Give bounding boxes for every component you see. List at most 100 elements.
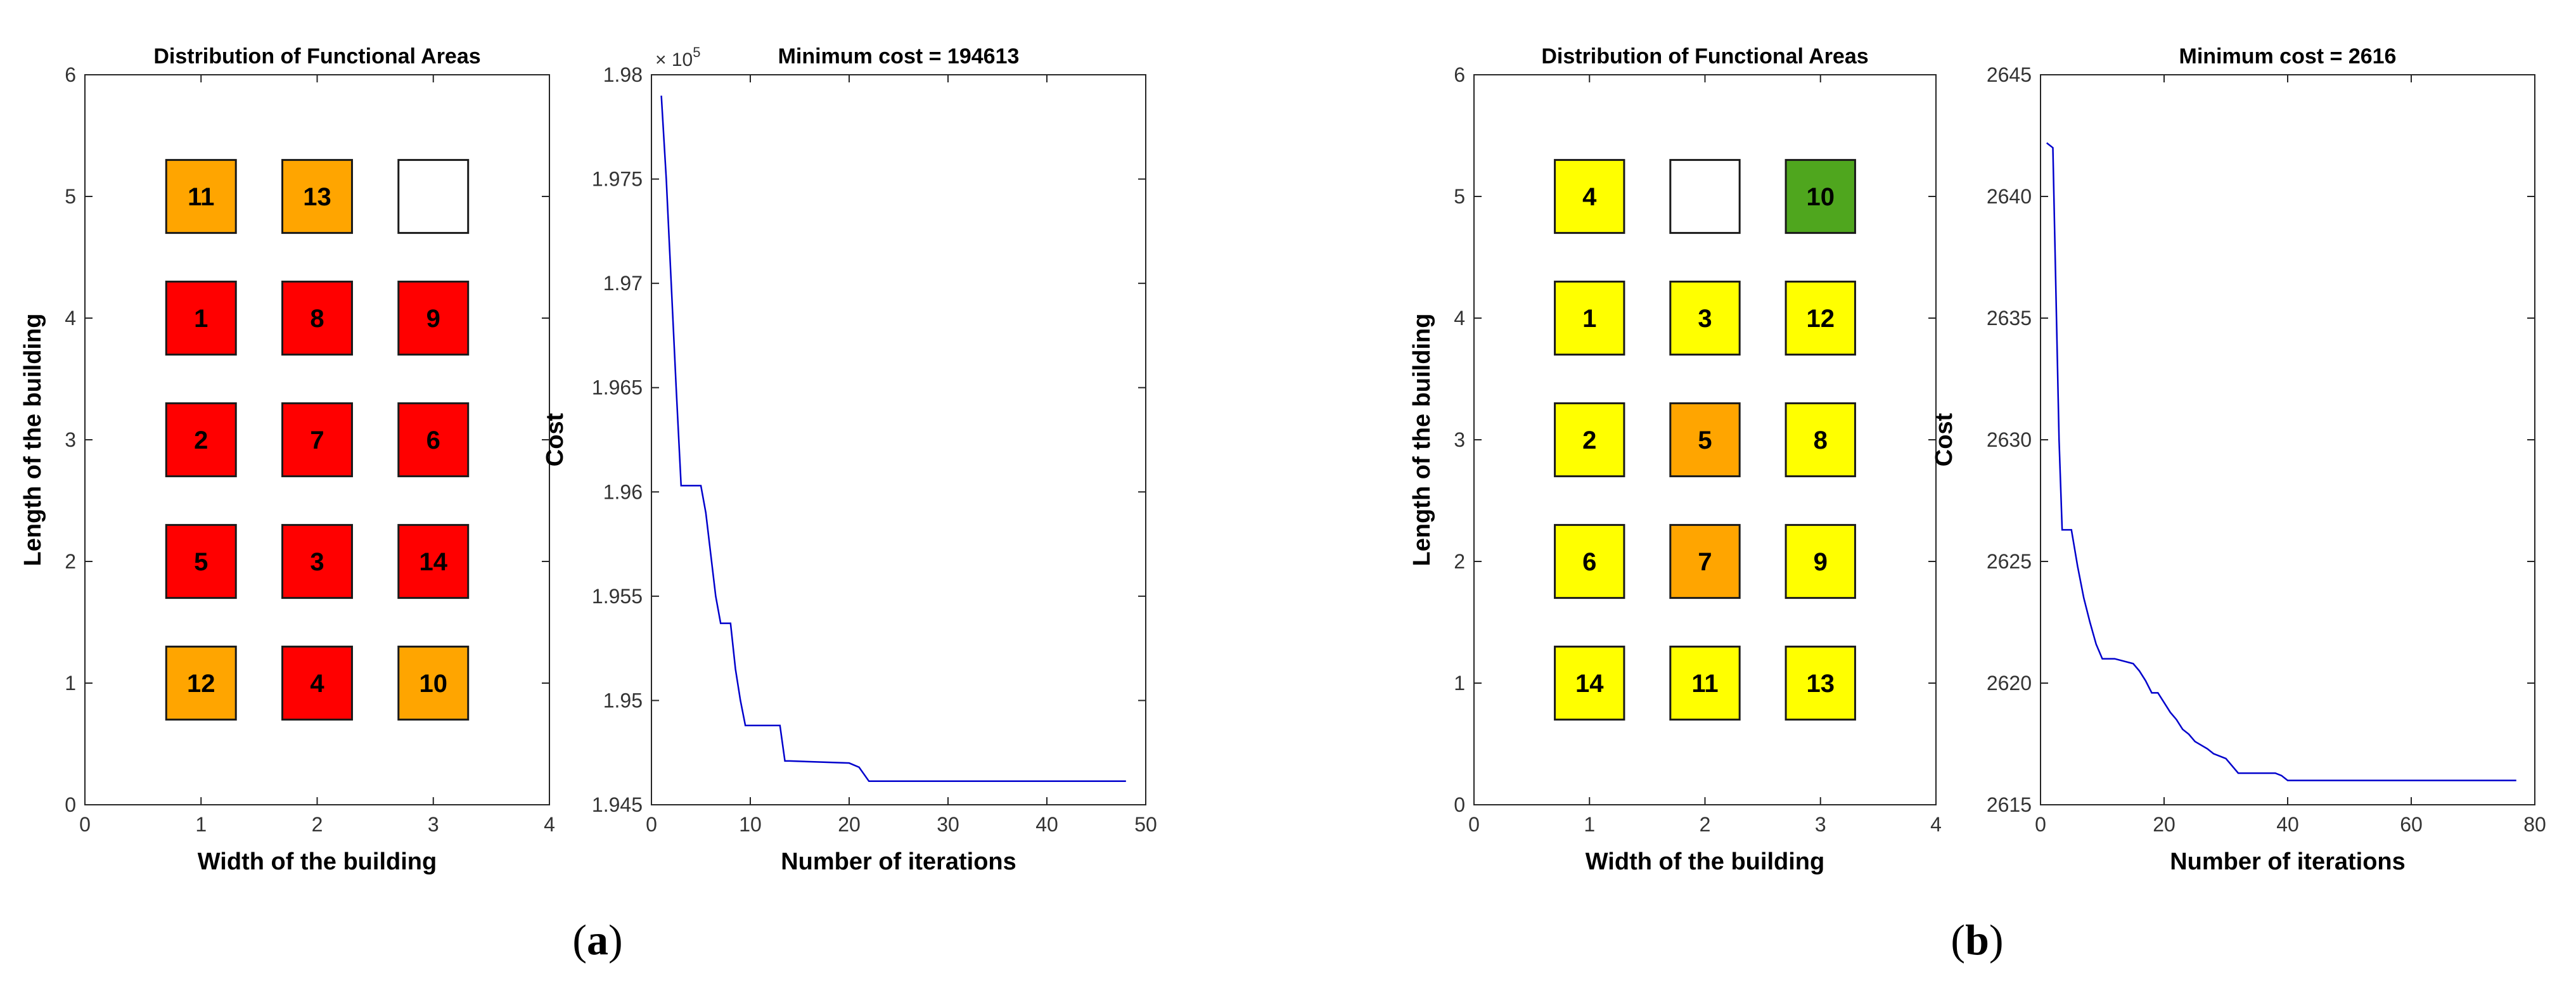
area-cell xyxy=(281,280,353,356)
panel-label-a: (a) xyxy=(572,916,622,964)
y-tick-label: 1.95 xyxy=(603,689,643,712)
area-cell-label: 12 xyxy=(187,670,215,698)
x-tick-label: 50 xyxy=(1134,813,1157,836)
x-tick-label: 1 xyxy=(195,813,207,836)
area-cell-label: 2 xyxy=(1582,426,1596,454)
panel-label-b: (b) xyxy=(1951,916,2003,964)
area-cell-label: 2 xyxy=(194,426,208,454)
x-tick-label: 20 xyxy=(838,813,861,836)
area-cell xyxy=(1785,523,1856,599)
area-cell-label: 13 xyxy=(1807,670,1835,698)
y-tick-label: 3 xyxy=(65,428,76,451)
area-cell-label: 7 xyxy=(1698,548,1712,576)
y-tick-label: 2620 xyxy=(1987,672,2032,695)
panel-label-a-part: ) xyxy=(608,916,623,964)
y-tick-label: 4 xyxy=(65,307,76,330)
area-cell xyxy=(165,280,237,356)
area-cell-label: 10 xyxy=(1807,183,1835,211)
chart-title: Minimum cost = 194613 xyxy=(778,44,1020,68)
area-cell xyxy=(1554,402,1625,478)
x-tick-label: 40 xyxy=(2276,813,2299,836)
y-tick-label: 1.98 xyxy=(603,63,643,86)
area-cell-label: 12 xyxy=(1807,305,1835,333)
y-tick-label: 1.965 xyxy=(592,376,643,399)
area-cell-label: 1 xyxy=(194,305,208,333)
y-tick-label: 1 xyxy=(65,672,76,695)
area-cell-label: 9 xyxy=(1814,548,1828,576)
y-tick-label: 3 xyxy=(1454,428,1465,451)
area-cell-label: 6 xyxy=(426,426,440,454)
x-tick-label: 20 xyxy=(2153,813,2176,836)
x-tick-label: 2 xyxy=(1700,813,1711,836)
area-cell xyxy=(1554,158,1625,234)
plot-area xyxy=(2040,74,2535,805)
y-tick-label: 0 xyxy=(65,793,76,816)
x-tick-label: 4 xyxy=(1930,813,1942,836)
area-cell-label: 8 xyxy=(1814,426,1828,454)
area-cell-label: 5 xyxy=(194,548,208,576)
area-cell-label: 11 xyxy=(188,183,214,211)
area-cell xyxy=(1669,280,1741,356)
y-tick-label: 2630 xyxy=(1987,428,2032,451)
chart-title: Minimum cost = 2616 xyxy=(2179,44,2397,68)
panel-label-a-part: a xyxy=(587,916,608,964)
y-tick-label: 2635 xyxy=(1987,307,2032,330)
x-tick-label: 60 xyxy=(2400,813,2423,836)
area-cell-label: 10 xyxy=(420,670,448,698)
y-tick-label: 2625 xyxy=(1987,550,2032,573)
area-cell xyxy=(1554,280,1625,356)
y-tick-label: 2615 xyxy=(1987,793,2032,816)
y-tick-label: 4 xyxy=(1454,307,1465,330)
x-tick-label: 3 xyxy=(428,813,439,836)
y-axis-label: Cost xyxy=(542,413,568,466)
area-cell xyxy=(165,402,237,478)
area-cell-label: 14 xyxy=(1575,670,1604,698)
area-cell xyxy=(397,158,470,234)
y-tick-label: 1.955 xyxy=(592,585,643,608)
y-exponent-base: × 10 xyxy=(655,49,693,70)
area-cell xyxy=(1669,402,1741,478)
area-cell xyxy=(1669,645,1741,721)
x-axis-label: Number of iterations xyxy=(2170,848,2406,875)
area-cell xyxy=(397,645,470,721)
area-cell-label: 11 xyxy=(1691,670,1718,698)
x-axis-label: Width of the building xyxy=(1586,848,1824,875)
area-cell xyxy=(1785,402,1856,478)
area-cell-label: 1 xyxy=(1582,305,1596,333)
cost-series-line xyxy=(660,95,1126,783)
area-cell-label: 8 xyxy=(310,305,324,333)
area-cell xyxy=(1554,523,1625,599)
area-cell-label: 14 xyxy=(420,548,448,576)
area-cell xyxy=(1554,645,1625,721)
y-tick-label: 2645 xyxy=(1987,63,2032,86)
y-axis-label: Cost xyxy=(1931,413,1958,466)
x-tick-label: 40 xyxy=(1035,813,1058,836)
y-tick-label: 5 xyxy=(65,185,76,208)
panel-label-b-part: ( xyxy=(1951,916,1965,964)
area-cell-label: 5 xyxy=(1698,426,1712,454)
area-cell-label: 9 xyxy=(426,305,440,333)
y-tick-label: 1.945 xyxy=(592,793,643,816)
area-cell xyxy=(281,158,353,234)
y-tick-label: 0 xyxy=(1454,793,1465,816)
plot-area xyxy=(651,74,1146,805)
cost-plot-b: 0 20 40 60 80 2615 2620 2625 2630 2635 2640 2645 Min… xyxy=(1931,44,2546,875)
area-cell xyxy=(165,645,237,721)
area-cell-label: 3 xyxy=(1698,305,1712,333)
x-tick-label: 10 xyxy=(739,813,762,836)
y-tick-label: 6 xyxy=(65,63,76,86)
y-tick-label: 1.975 xyxy=(592,168,643,191)
x-axis-label: Width of the building xyxy=(198,848,437,875)
chart-title: Distribution of Functional Areas xyxy=(1541,44,1868,68)
x-tick-label: 30 xyxy=(937,813,959,836)
area-cell-label: 3 xyxy=(310,548,324,576)
area-cell xyxy=(1669,523,1741,599)
y-tick-label: 2640 xyxy=(1987,185,2032,208)
x-tick-label: 0 xyxy=(646,813,657,836)
x-tick-label: 80 xyxy=(2523,813,2546,836)
y-exponent-power: 5 xyxy=(693,44,700,60)
y-tick-label: 6 xyxy=(1454,63,1465,86)
area-cell-label: 4 xyxy=(1582,183,1597,211)
